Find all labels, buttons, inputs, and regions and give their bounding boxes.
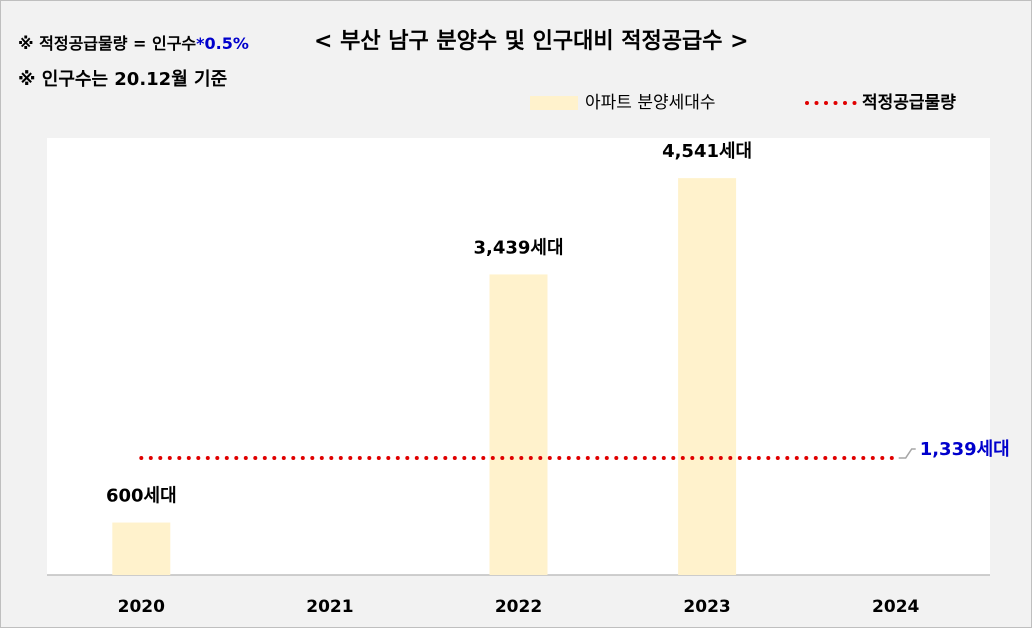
legend-swatch bbox=[530, 96, 578, 110]
data-label: 600세대 bbox=[106, 486, 177, 507]
data-label: 3,439세대 bbox=[473, 237, 563, 258]
note-text: ※ 적정공급물량 = 인구수 bbox=[18, 34, 196, 53]
x-tick-label: 2020 bbox=[118, 597, 165, 617]
note: ※ 인구수는 20.12월 기준 bbox=[18, 69, 227, 90]
x-tick-label: 2021 bbox=[306, 597, 353, 617]
x-tick-label: 2024 bbox=[872, 597, 919, 617]
legend-label: 적정공급물량 bbox=[862, 93, 956, 113]
data-label: 4,541세대 bbox=[662, 141, 752, 162]
note: ※ 적정공급물량 = 인구수*0.5% bbox=[18, 34, 249, 53]
bar bbox=[112, 522, 171, 575]
leader-line bbox=[898, 448, 916, 459]
legend-label: 아파트 분양세대수 bbox=[585, 93, 716, 113]
bar bbox=[678, 178, 737, 576]
data-label: 1,339세대 bbox=[920, 439, 1010, 460]
chart-title: < 부산 남구 분양수 및 인구대비 적정공급수 > bbox=[314, 29, 749, 54]
x-tick-label: 2023 bbox=[683, 597, 730, 617]
note-highlight: *0.5% bbox=[196, 34, 249, 53]
x-tick-label: 2022 bbox=[495, 597, 542, 617]
bar bbox=[489, 274, 548, 575]
